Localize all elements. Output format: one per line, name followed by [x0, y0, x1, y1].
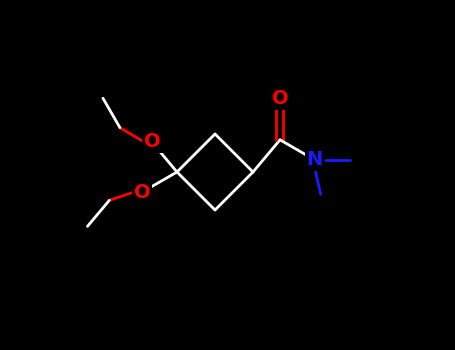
Text: O: O [134, 183, 151, 203]
Text: N: N [307, 150, 323, 169]
Text: O: O [144, 132, 161, 152]
Text: O: O [272, 89, 288, 108]
